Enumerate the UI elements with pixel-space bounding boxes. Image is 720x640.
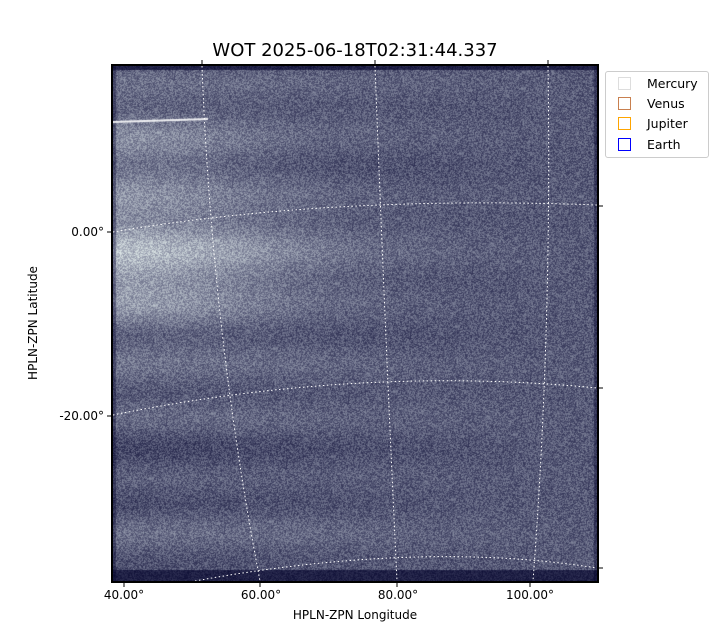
legend-swatch bbox=[618, 137, 631, 151]
x-tick-label: 80.00° bbox=[377, 588, 419, 602]
image-plot bbox=[113, 66, 597, 581]
legend-label: Earth bbox=[647, 136, 681, 152]
legend-item-earth: Earth bbox=[618, 134, 681, 154]
grid-lon-100 bbox=[532, 65, 550, 582]
x-tick-label: 60.00° bbox=[240, 588, 282, 602]
x-tick-label: 40.00° bbox=[103, 588, 145, 602]
grid-lat-minus20 bbox=[112, 380, 598, 416]
grid-lon-60 bbox=[201, 65, 261, 582]
y-tick-label: 0.00° bbox=[71, 225, 104, 239]
chart-title: WOT 2025-06-18T02:31:44.337 bbox=[212, 40, 498, 61]
x-tick-label: 100.00° bbox=[506, 588, 554, 602]
grid-lat-0 bbox=[112, 202, 598, 233]
legend-swatch bbox=[618, 76, 631, 90]
grid-lon-80 bbox=[374, 65, 398, 582]
x-axis-label: HPLN-ZPN Longitude bbox=[292, 608, 418, 622]
legend-swatch bbox=[618, 116, 631, 130]
grid-lat-minus40 bbox=[194, 556, 598, 582]
legend-label: Mercury bbox=[647, 75, 698, 91]
y-axis-label: HPLN-ZPN Latitude bbox=[26, 266, 40, 380]
legend-item-mercury: Mercury bbox=[618, 73, 698, 93]
legend-label: Venus bbox=[647, 95, 685, 111]
legend-item-venus: Venus bbox=[618, 93, 685, 113]
legend-swatch bbox=[618, 96, 631, 110]
y-tick-label: -20.00° bbox=[59, 409, 104, 423]
legend-label: Jupiter bbox=[647, 115, 688, 131]
legend: Mercury Venus Jupiter Earth bbox=[605, 71, 709, 158]
legend-item-jupiter: Jupiter bbox=[618, 113, 688, 133]
